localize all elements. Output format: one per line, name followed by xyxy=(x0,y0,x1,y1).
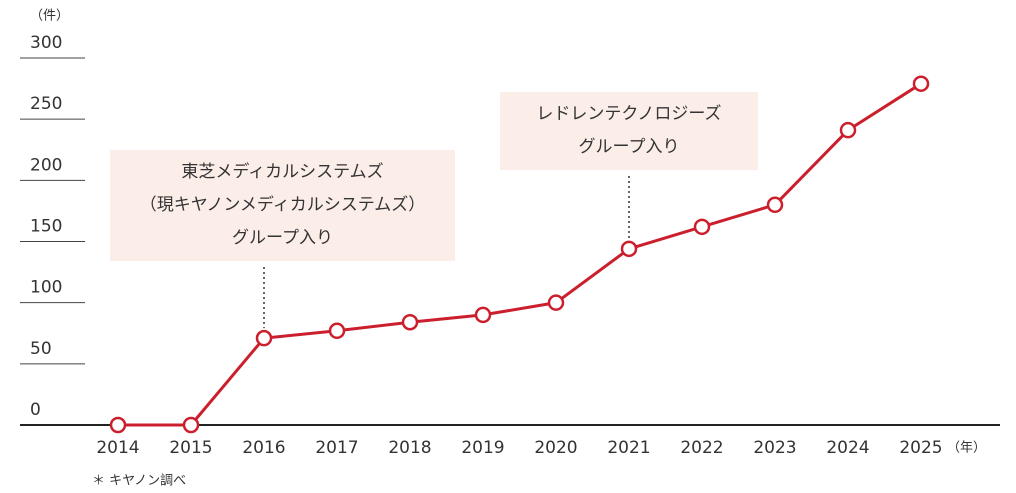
x-tick-label: 2018 xyxy=(388,438,431,458)
x-tick-label: 2024 xyxy=(826,438,869,458)
y-tick-label: 50 xyxy=(30,339,52,359)
x-tick-label: 2021 xyxy=(607,438,650,458)
data-point xyxy=(693,218,711,236)
annotation-text: （現キヤノンメディカルシステムズ） xyxy=(140,194,425,215)
y-tick-label: 200 xyxy=(30,155,62,175)
x-tick-label: 2020 xyxy=(534,438,577,458)
data-point xyxy=(766,196,784,214)
data-point xyxy=(620,240,638,258)
data-point xyxy=(474,306,492,324)
x-tick-label: 2017 xyxy=(315,438,358,458)
x-unit: （年） xyxy=(947,441,986,456)
data-point xyxy=(328,322,346,340)
x-tick-label: 2023 xyxy=(753,438,796,458)
y-tick-label: 150 xyxy=(30,217,62,237)
data-point xyxy=(401,313,419,331)
y-unit: （件） xyxy=(30,9,69,24)
y-tick-label: 300 xyxy=(30,33,62,53)
data-point xyxy=(255,329,273,347)
annotation-text: グループ入り xyxy=(579,137,680,157)
data-point xyxy=(109,416,127,434)
y-tick-label: 0 xyxy=(30,400,41,420)
data-point xyxy=(182,416,200,434)
annotation-box xyxy=(500,92,758,170)
data-point xyxy=(839,121,857,139)
data-point xyxy=(912,75,930,92)
data-point xyxy=(547,294,565,311)
annotation-text: グループ入り xyxy=(232,228,333,248)
x-tick-label: 2015 xyxy=(169,438,212,458)
annotation-text: 東芝メディカルシステムズ xyxy=(181,161,383,182)
x-tick-label: 2016 xyxy=(242,438,285,458)
annotation-text: レドレンテクノロジーズ xyxy=(536,104,721,124)
x-tick-label: 2022 xyxy=(680,438,723,458)
x-tick-label: 2019 xyxy=(461,438,504,458)
y-tick-label: 250 xyxy=(30,94,62,114)
note: ＊ キヤノン調べ xyxy=(92,474,186,489)
y-tick-label: 100 xyxy=(30,278,62,298)
annotation-box xyxy=(110,150,455,261)
x-tick-label: 2014 xyxy=(96,438,139,458)
x-tick-label: 2025 xyxy=(899,438,942,458)
data-line xyxy=(118,82,922,427)
